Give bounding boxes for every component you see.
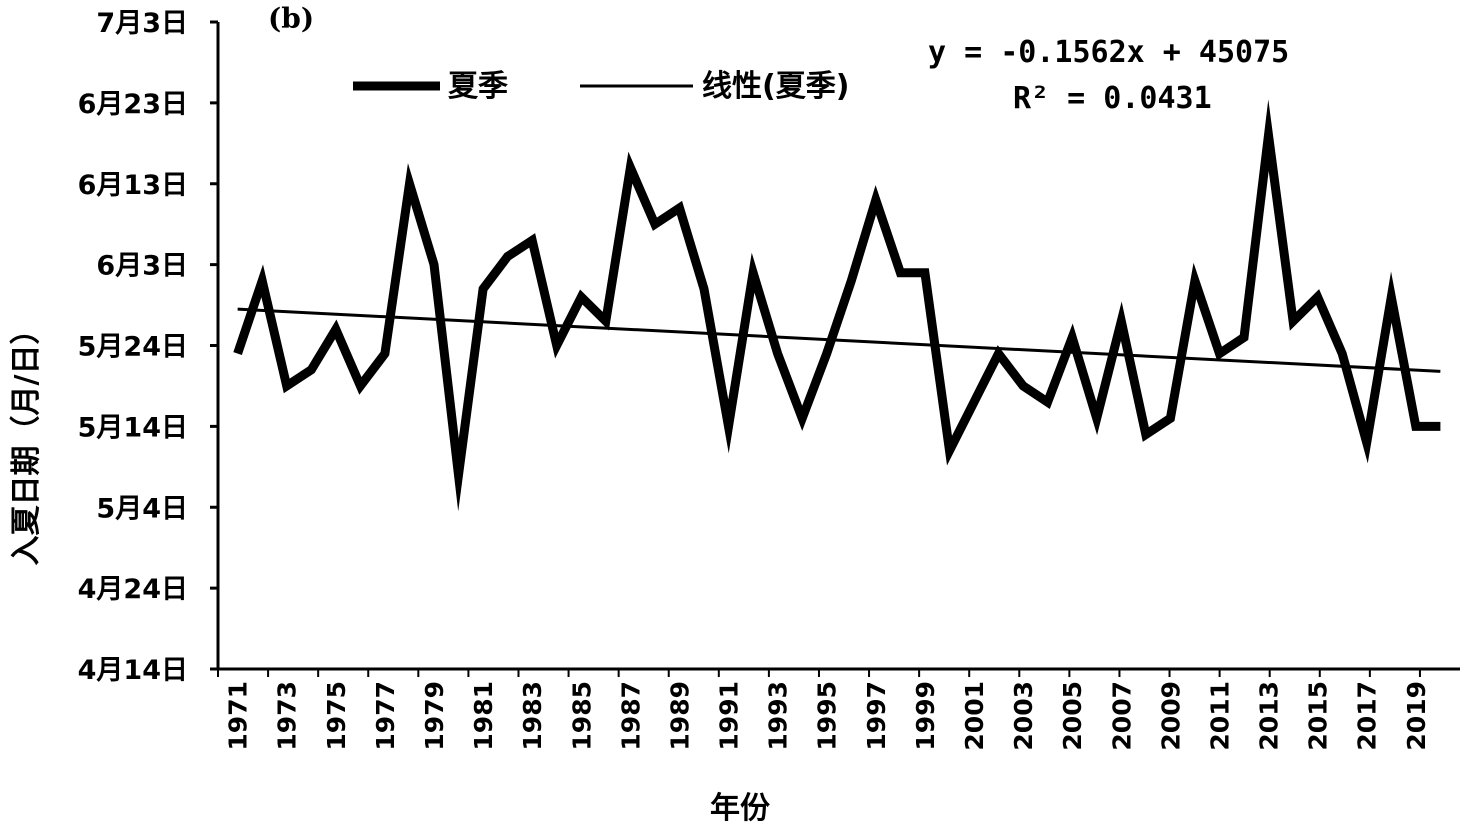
y-tick-label: 4月24日 [78,574,188,605]
legend-label-summer: 夏季 [448,69,508,104]
x-tick-label: 2019 [1402,681,1431,751]
x-tick-label: 1999 [911,681,940,751]
x-tick-label: 2011 [1205,681,1234,751]
panel-label: (b) [268,2,314,35]
y-tick-label: 4月14日 [78,655,188,686]
x-tick-label: 2009 [1156,681,1185,751]
x-tick-label: 1995 [813,681,842,751]
x-tick-label: 1983 [518,681,547,751]
y-tick-label: 5月4日 [96,493,188,524]
x-tick-label: 1985 [567,681,596,751]
x-tick-label: 1981 [469,681,498,751]
y-tick-label: 6月3日 [96,251,188,282]
x-tick-label: 2005 [1058,681,1087,751]
x-tick-label: 2003 [1009,681,1038,751]
y-ticks-group: 4月14日 4月24日 5月4日 5月14日 5月24日 6月3日 6月13日 6月23日 7月… [78,8,218,686]
x-tick-label: 1997 [862,681,891,751]
x-tick-label: 1973 [273,681,302,751]
y-tick-label: 7月3日 [96,8,188,39]
x-tick-label: 1987 [616,681,645,751]
y-axis-title: 入夏日期（月/日） [9,315,44,566]
x-tick-label: 2007 [1107,681,1136,751]
r-squared: R² = 0.0431 [1013,81,1212,116]
x-tick-label: 2015 [1304,681,1333,751]
x-ticks-group: 1971 1973 1975 1977 1979 1981 1983 1985 1987 1989… [218,669,1431,751]
axes-group [218,22,1460,669]
y-tick-label: 6月23日 [78,89,188,120]
x-tick-label: 2013 [1255,681,1284,751]
x-tick-label: 1977 [371,681,400,751]
x-tick-label: 1989 [665,681,694,751]
x-tick-label: 1991 [715,681,744,751]
y-tick-label: 5月14日 [78,412,188,443]
series-group [238,135,1441,475]
x-tick-label: 2017 [1353,681,1382,751]
x-tick-label: 1971 [224,681,253,751]
y-tick-label: 5月24日 [78,332,188,363]
y-tick-label: 6月13日 [78,170,188,201]
x-tick-label: 1975 [322,681,351,751]
x-tick-label: 1993 [764,681,793,751]
x-axis-title: 年份 [710,791,770,826]
x-tick-label: 1979 [420,681,449,751]
legend-label-trend: 线性(夏季) [702,69,849,104]
x-tick-label: 2001 [960,681,989,751]
trend-equation: y = -0.1562x + 45075 [928,35,1289,70]
legend: 夏季 线性(夏季) [353,69,849,104]
series-line-summer [238,135,1441,475]
